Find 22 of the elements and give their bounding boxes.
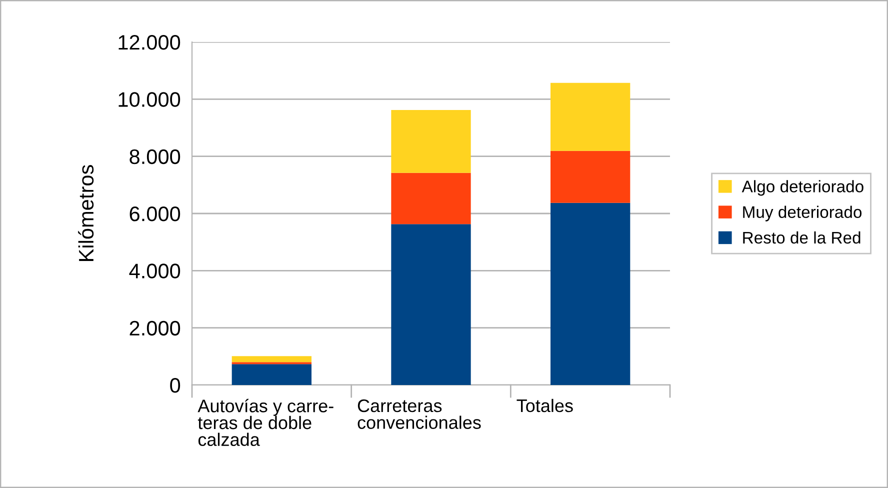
legend-label: Resto de la Red bbox=[743, 231, 860, 244]
bar bbox=[550, 82, 630, 151]
y-tick-label: 12.000 bbox=[118, 35, 180, 50]
y-axis-title: Kilómetros bbox=[78, 165, 94, 261]
legend-label: Muy deteriorado bbox=[743, 206, 862, 222]
y-tick-label: 8.000 bbox=[130, 149, 180, 164]
bar bbox=[232, 356, 312, 362]
y-tick-label: 2.000 bbox=[130, 320, 180, 336]
bar bbox=[391, 110, 471, 173]
legend-label: Algo deteriorado bbox=[742, 180, 864, 196]
y-tick-label: 6.000 bbox=[130, 206, 180, 222]
bar bbox=[550, 150, 630, 203]
bar bbox=[550, 202, 630, 385]
bar bbox=[391, 224, 471, 385]
y-tick-label: 0 bbox=[170, 378, 180, 393]
x-tick-label: Totales bbox=[516, 398, 573, 412]
bar bbox=[391, 172, 471, 224]
bar bbox=[232, 364, 312, 385]
x-tick-label: Carreteras convencionales bbox=[358, 399, 481, 429]
y-tick-label: 10.000 bbox=[118, 92, 180, 107]
x-tick-label: Autovías y carre- teras de doble calzada bbox=[198, 398, 334, 446]
y-tick-label: 4.000 bbox=[129, 264, 180, 278]
